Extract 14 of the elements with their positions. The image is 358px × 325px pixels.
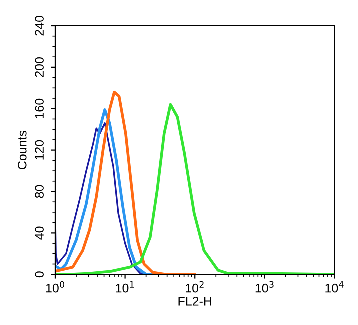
y-tick-label: 200 <box>35 58 44 78</box>
x-tick-label: 10$^{3}$ <box>256 281 274 293</box>
x-tick-label: 10$^{1}$ <box>116 281 134 293</box>
x-axis-title: FL2-H <box>178 297 212 306</box>
y-tick-label: 0 <box>35 272 44 278</box>
y-axis-title: Counts <box>18 130 27 170</box>
x-tick-label: 10$^{0}$ <box>46 281 64 293</box>
y-tick-label: 240 <box>35 16 44 36</box>
y-tick-label: 40 <box>35 226 44 240</box>
y-tick-label: 80 <box>35 185 44 198</box>
x-tick-label: 10$^{4}$ <box>326 281 344 293</box>
y-tick-label: 120 <box>35 140 44 160</box>
x-tick-label: 10$^{2}$ <box>186 281 204 293</box>
y-tick-label: 160 <box>35 98 44 118</box>
